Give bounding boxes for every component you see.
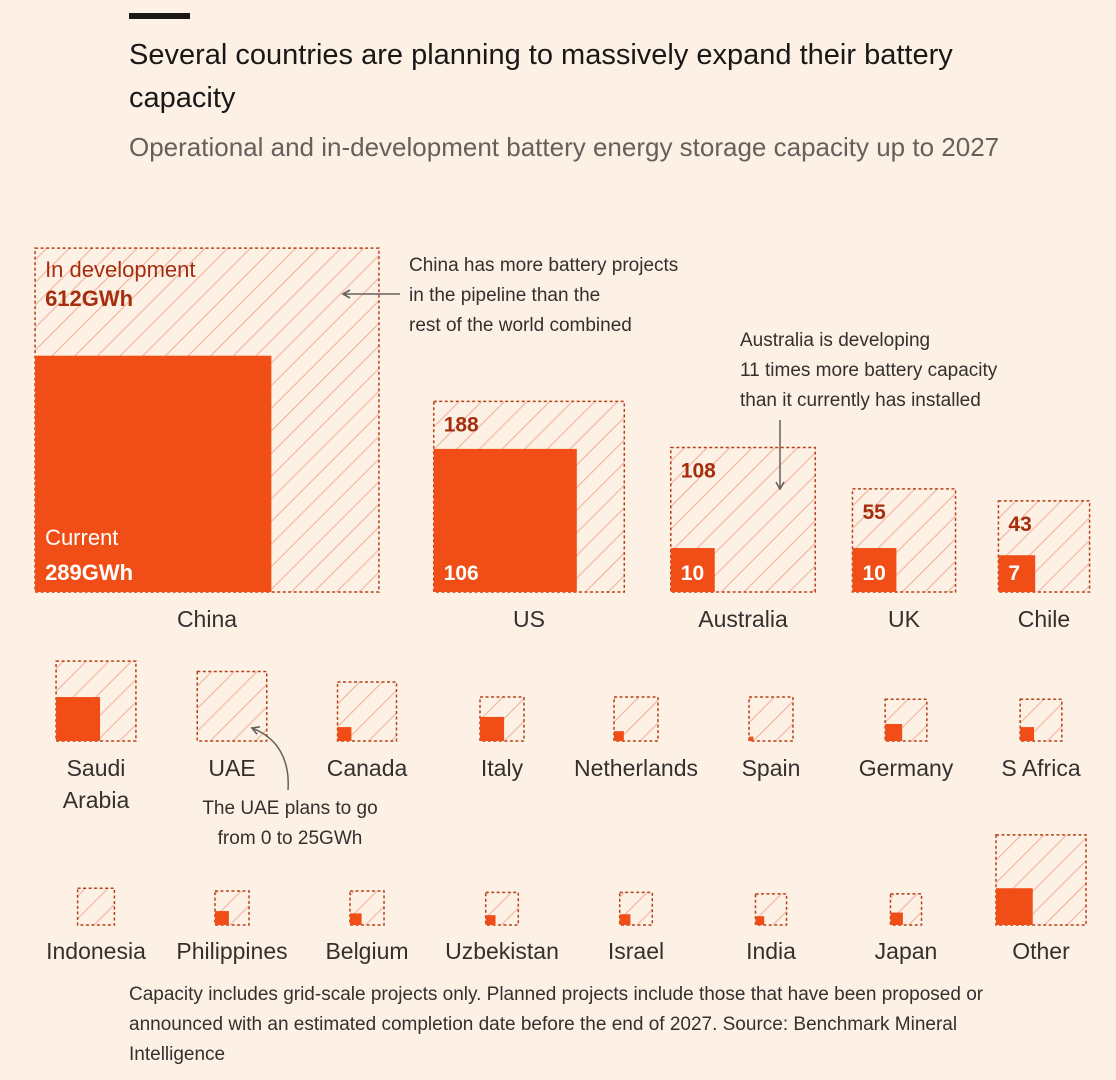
current-square bbox=[995, 888, 1033, 925]
chart-subtitle: Operational and in-development battery e… bbox=[129, 132, 1000, 162]
country-label: S Africa bbox=[1001, 755, 1080, 781]
country-label: Chile bbox=[1018, 606, 1070, 632]
country-label: China bbox=[177, 606, 237, 632]
uae-annotation-arrow bbox=[250, 725, 289, 791]
australia-annotation: Australia is developing 11 times more ba… bbox=[740, 326, 1060, 416]
current-square bbox=[433, 448, 577, 592]
australia-annotation-line: Australia is developing bbox=[740, 330, 931, 351]
chart-title: Several countries are planning to massiv… bbox=[129, 39, 953, 114]
uae-annotation: The UAE plans to go from 0 to 25GWh bbox=[160, 794, 420, 854]
current-square bbox=[755, 916, 765, 925]
country-label: Germany bbox=[859, 755, 954, 781]
current-value-label: 10 bbox=[681, 562, 704, 585]
current-value-label: 7 bbox=[1008, 562, 1020, 585]
header-rule bbox=[129, 13, 190, 19]
country-label: Uzbekistan bbox=[445, 938, 559, 964]
country-label: UK bbox=[888, 606, 921, 632]
current-label: Current bbox=[45, 525, 118, 550]
current-square bbox=[852, 548, 897, 592]
current-square bbox=[749, 736, 754, 741]
australia-annotation-line: 11 times more battery capacity bbox=[740, 360, 998, 381]
china-annotation-line: China has more battery projects bbox=[409, 255, 679, 276]
current-square bbox=[35, 355, 272, 592]
development-value-label: 55 bbox=[862, 501, 886, 524]
country-label: Netherlands bbox=[574, 755, 698, 781]
country-label: Indonesia bbox=[46, 938, 146, 964]
country-label: Canada bbox=[327, 755, 408, 781]
country-label: Arabia bbox=[63, 787, 130, 813]
australia-annotation-line: than it currently has installed bbox=[740, 390, 981, 411]
country-label: Israel bbox=[608, 938, 664, 964]
country-label: Japan bbox=[875, 938, 938, 964]
current-square bbox=[614, 731, 624, 741]
current-value: 289GWh bbox=[45, 560, 133, 585]
country-label: Philippines bbox=[176, 938, 287, 964]
current-square bbox=[890, 912, 903, 925]
development-value-label: 108 bbox=[681, 460, 716, 483]
current-square bbox=[480, 716, 505, 741]
current-square bbox=[485, 915, 496, 925]
current-square bbox=[214, 911, 229, 925]
in-development-value: 612GWh bbox=[45, 286, 133, 311]
country-label: Other bbox=[1012, 938, 1070, 964]
country-label: Spain bbox=[742, 755, 801, 781]
china-annotation-line: rest of the world combined bbox=[409, 315, 632, 336]
current-square bbox=[885, 723, 903, 741]
uae-annotation-line: from 0 to 25GWh bbox=[217, 828, 363, 849]
country-label: Saudi bbox=[67, 755, 126, 781]
current-value-label: 106 bbox=[444, 562, 479, 585]
country-label: Belgium bbox=[325, 938, 408, 964]
current-square bbox=[998, 555, 1036, 592]
country-label: US bbox=[513, 606, 545, 632]
development-square bbox=[76, 887, 116, 926]
current-square bbox=[670, 548, 715, 592]
source-note: Capacity includes grid-scale projects on… bbox=[129, 984, 984, 1065]
country-label: Australia bbox=[698, 606, 788, 632]
in-development-label: In development bbox=[45, 257, 195, 282]
development-value-label: 188 bbox=[444, 413, 479, 436]
current-square bbox=[619, 914, 631, 925]
development-value-label: 43 bbox=[1008, 513, 1031, 536]
china-annotation-line: in the pipeline than the bbox=[409, 285, 601, 306]
current-square bbox=[337, 727, 352, 741]
country-label: Italy bbox=[481, 755, 524, 781]
current-square bbox=[56, 697, 101, 741]
current-square bbox=[1020, 727, 1035, 741]
current-square bbox=[349, 913, 362, 925]
country-label: India bbox=[746, 938, 796, 964]
country-label: UAE bbox=[208, 755, 255, 781]
current-value-label: 10 bbox=[862, 562, 885, 585]
development-square bbox=[748, 696, 794, 742]
uae-annotation-line: The UAE plans to go bbox=[202, 798, 378, 819]
china-annotation: China has more battery projects in the p… bbox=[409, 251, 729, 341]
